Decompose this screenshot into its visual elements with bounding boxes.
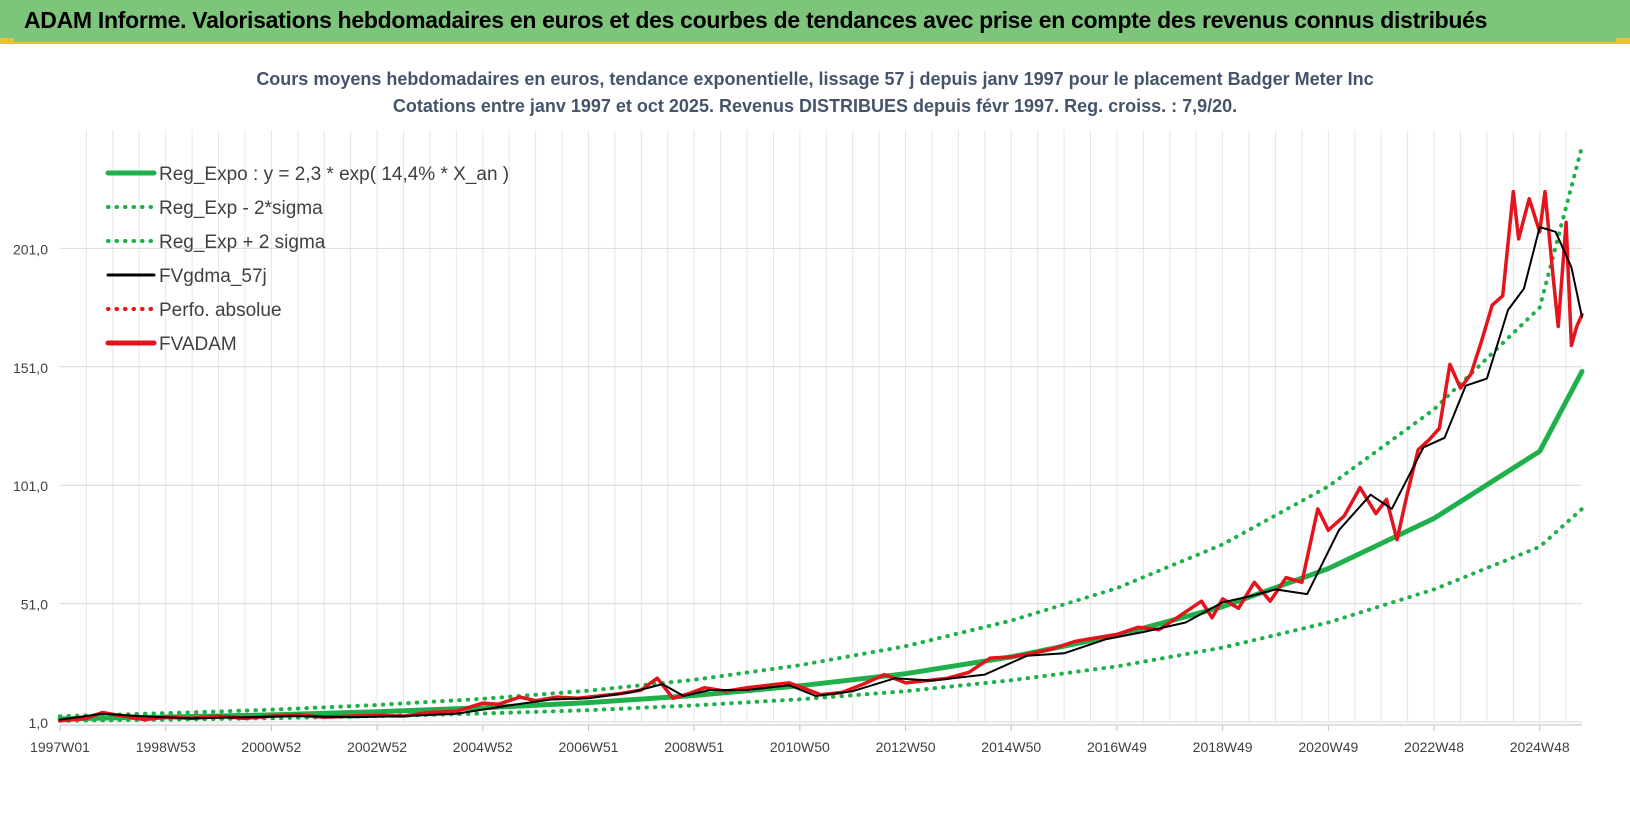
legend-label: Reg_Expo : y = 2,3 * exp( 14,4% * X_an ) — [159, 164, 509, 185]
chart-subtitle: Cotations entre janv 1997 et oct 2025. R… — [393, 96, 1237, 116]
x-tick-label: 1998W53 — [136, 739, 196, 755]
x-tick-label: 2014W50 — [981, 739, 1041, 755]
chart-title: Cours moyens hebdomadaires en euros, ten… — [256, 69, 1373, 89]
legend-label: Reg_Exp - 2*sigma — [159, 198, 323, 219]
x-axis: 1997W01 1998W53 2000W52 2002W52 2004W52 2006W… — [30, 724, 1582, 755]
x-tick-label: 2002W52 — [347, 739, 407, 755]
x-tick-label: 2012W50 — [876, 739, 936, 755]
chart: Cours moyens hebdomadaires en euros, ten… — [13, 69, 1585, 755]
x-tick-label: 2000W52 — [241, 739, 301, 755]
x-tick-label: 2006W51 — [559, 739, 619, 755]
x-tick-label: 2018W49 — [1193, 739, 1253, 755]
series-line — [58, 189, 1584, 723]
legend: Reg_Expo : y = 2,3 * exp( 14,4% * X_an )… — [105, 164, 509, 355]
x-tick-label: 2022W48 — [1404, 739, 1464, 755]
report-title: ADAM Informe. Valorisations hebdomadaire… — [24, 7, 1488, 33]
x-tick-label: 1997W01 — [30, 739, 90, 755]
corner-mark-left — [0, 38, 14, 44]
series-layer — [57, 144, 1585, 723]
legend-label: Perfo. absolue — [159, 300, 282, 321]
x-tick-label: 2024W48 — [1510, 739, 1570, 755]
corner-mark-right — [1616, 38, 1630, 44]
y-tick-label: 51,0 — [21, 597, 48, 613]
series-line — [58, 506, 1584, 723]
y-tick-label: 201,0 — [13, 241, 48, 257]
x-tick-label: 2004W52 — [453, 739, 513, 755]
series-line — [59, 226, 1583, 721]
x-tick-label: 2020W49 — [1298, 739, 1358, 755]
report-banner: ADAM Informe. Valorisations hebdomadaire… — [0, 0, 1630, 44]
legend-label: Reg_Exp + 2 sigma — [159, 232, 326, 253]
y-tick-label: 151,0 — [13, 360, 48, 376]
y-tick-label: 101,0 — [13, 478, 48, 494]
series-line — [57, 369, 1585, 722]
series-line — [58, 144, 1584, 719]
y-axis: 1,0 51,0 101,0 151,0 201,0 — [13, 241, 48, 731]
grid — [60, 130, 1582, 723]
x-tick-label: 2010W50 — [770, 739, 830, 755]
x-tick-label: 2016W49 — [1087, 739, 1147, 755]
y-tick-label: 1,0 — [29, 715, 49, 731]
x-tick-label: 2008W51 — [664, 739, 724, 755]
legend-label: FVADAM — [159, 334, 237, 355]
legend-label: FVgdma_57j — [159, 266, 267, 287]
